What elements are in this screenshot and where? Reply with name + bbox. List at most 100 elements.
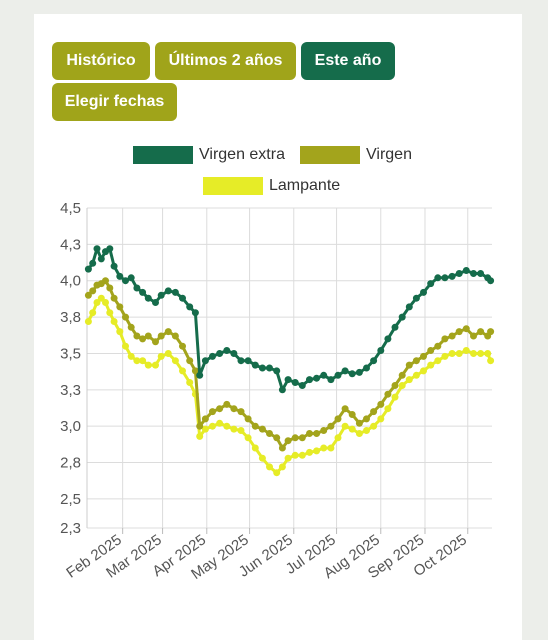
data-point-virgen-extra (334, 371, 342, 379)
data-point-virgen (273, 434, 281, 442)
data-point-virgen (179, 342, 186, 350)
data-point-virgen-extra (273, 367, 281, 375)
legend-label-lampante: Lampante (269, 177, 341, 194)
data-point-lampante (266, 463, 273, 471)
data-point-virgen-extra (89, 259, 97, 267)
data-point-lampante (391, 393, 399, 401)
data-point-lampante (484, 350, 492, 357)
data-point-lampante (434, 357, 442, 365)
y-tick-label: 4,5 (60, 200, 81, 217)
data-point-virgen (216, 405, 224, 413)
data-point-virgen-extra (455, 270, 463, 277)
este-ano-button[interactable]: Este año (301, 42, 395, 80)
data-point-lampante (89, 309, 97, 317)
data-point-virgen-extra (462, 267, 470, 274)
data-point-virgen (139, 335, 147, 343)
data-point-virgen-extra (405, 303, 413, 311)
data-point-virgen (237, 408, 245, 416)
data-point-virgen (84, 291, 92, 299)
data-point-virgen-extra (152, 299, 159, 306)
data-point-lampante (186, 379, 194, 386)
series-line-virgen-extra (87, 247, 492, 392)
data-point-virgen (116, 303, 124, 311)
data-point-virgen-extra (470, 270, 477, 277)
data-point-virgen (487, 328, 495, 336)
legend-item-virgen-extra[interactable]: Virgen extra (133, 146, 285, 164)
data-point-lampante (470, 350, 477, 357)
y-tick-label: 2,3 (60, 520, 81, 537)
data-point-virgen-extra (157, 291, 165, 299)
elegir-fechas-button[interactable]: Elegir fechas (52, 83, 177, 121)
data-point-virgen (191, 367, 199, 375)
data-point-virgen (377, 400, 385, 408)
data-point-lampante (122, 342, 129, 350)
data-point-virgen (157, 332, 165, 340)
data-point-virgen-extra (122, 277, 129, 285)
data-point-virgen (363, 415, 370, 423)
data-point-virgen (313, 430, 321, 437)
data-point-virgen (186, 357, 194, 365)
data-point-virgen (412, 357, 420, 365)
data-point-virgen (244, 415, 252, 423)
data-point-lampante (244, 434, 252, 442)
data-point-lampante (384, 405, 392, 413)
data-point-virgen (122, 313, 129, 321)
data-point-lampante (237, 427, 245, 434)
data-point-virgen (152, 338, 159, 346)
data-point-virgen-extra (434, 274, 442, 282)
y-tick-label: 2,5 (60, 491, 81, 508)
data-point-lampante (258, 454, 266, 462)
data-point-virgen-extra (171, 288, 179, 296)
data-point-lampante (251, 444, 259, 452)
data-point-virgen (370, 408, 378, 416)
data-point-virgen-extra (266, 364, 273, 372)
data-point-lampante (412, 371, 420, 379)
data-point-virgen-extra (230, 350, 238, 357)
data-point-virgen (102, 277, 109, 285)
legend-swatch-virgen-extra (133, 146, 193, 164)
data-point-virgen-extra (487, 277, 495, 285)
data-point-virgen-extra (448, 272, 456, 280)
data-point-lampante (334, 434, 342, 442)
y-tick-label: 3,0 (60, 418, 81, 435)
data-point-lampante (341, 422, 349, 430)
data-point-lampante (455, 350, 463, 357)
y-tick-label: 4,0 (60, 273, 81, 290)
data-point-virgen-extra (420, 288, 427, 296)
data-point-lampante (223, 422, 231, 430)
data-point-virgen (144, 332, 152, 340)
legend-item-lampante[interactable]: Lampante (203, 177, 340, 195)
data-point-lampante (398, 382, 406, 389)
data-point-lampante (230, 425, 238, 433)
data-point-virgen-extra (196, 371, 204, 379)
historico-button[interactable]: Histórico (52, 42, 150, 80)
data-point-virgen (384, 390, 392, 398)
data-point-lampante (144, 361, 152, 369)
data-point-lampante (355, 430, 363, 437)
data-point-virgen (355, 419, 363, 427)
legend-item-virgen[interactable]: Virgen (300, 146, 412, 164)
data-point-virgen (133, 332, 141, 340)
data-point-virgen (127, 323, 135, 331)
data-point-virgen (196, 422, 204, 430)
data-point-virgen-extra (144, 294, 152, 302)
y-tick-label: 3,3 (60, 382, 81, 399)
data-point-lampante (102, 299, 109, 306)
data-point-virgen-extra (237, 357, 245, 365)
data-point-virgen (291, 434, 299, 442)
data-point-lampante (298, 451, 306, 459)
data-point-virgen (171, 332, 179, 340)
data-point-lampante (164, 350, 172, 357)
data-point-lampante (116, 328, 124, 336)
data-point-virgen-extra (313, 374, 321, 382)
data-point-virgen (462, 325, 470, 333)
data-point-lampante (477, 350, 485, 357)
data-point-lampante (133, 357, 141, 365)
data-point-virgen-extra (320, 371, 328, 379)
ultimos-2-anos-button[interactable]: Últimos 2 años (155, 42, 296, 80)
data-point-lampante (327, 444, 335, 452)
data-point-virgen-extra (377, 347, 385, 354)
data-point-virgen-extra (284, 376, 292, 384)
data-point-virgen-extra (179, 294, 186, 302)
data-point-virgen-extra (363, 364, 370, 372)
